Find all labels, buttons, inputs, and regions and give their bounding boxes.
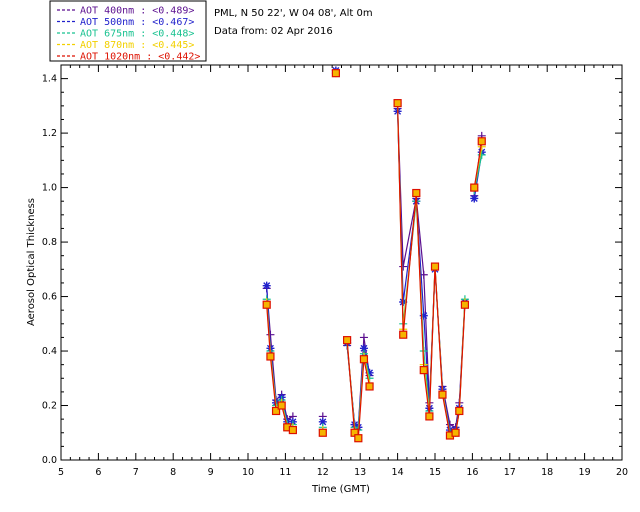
- data-point: [266, 352, 275, 361]
- x-tick-label: 8: [170, 467, 176, 478]
- x-tick-label: 18: [541, 467, 553, 478]
- x-tick-label: 12: [317, 467, 329, 478]
- x-tick-label: 7: [133, 467, 139, 478]
- y-tick-label: 0.2: [42, 401, 57, 412]
- y-tick-label: 0.4: [42, 346, 57, 357]
- series-group: [262, 69, 486, 437]
- y-tick-label: 1.2: [42, 128, 57, 139]
- data-point: [359, 333, 368, 342]
- data-point: [365, 368, 374, 377]
- plot-area-frame: [60, 64, 623, 461]
- data-point: [318, 417, 327, 426]
- data-point: [277, 401, 286, 410]
- data-point: [262, 281, 271, 290]
- info-block: PML, N 50 22', W 04 08', Alt 0m Data fro…: [214, 8, 373, 37]
- y-tick-label: 1.4: [42, 74, 57, 85]
- x-axis-title: Time (GMT): [311, 484, 370, 495]
- legend-entry: AOT 1020nm : <0.442>: [80, 52, 200, 63]
- data-point: [451, 428, 460, 437]
- data-point: [430, 262, 440, 271]
- y-tick-label: 1.0: [42, 183, 57, 194]
- data-point: [470, 183, 479, 192]
- data-point: [477, 137, 486, 146]
- data-point: [470, 194, 479, 203]
- data-point: [271, 406, 281, 416]
- axis-ticks: 5 6 7 8 9 10 11 12 13 14 15 16 17 18 19 20 0.0 0.2 0.4 0.6 0…: [42, 64, 628, 478]
- series-layer: [262, 66, 486, 443]
- series-group: [262, 69, 486, 443]
- legend-entry: AOT 400nm : <0.489>: [80, 6, 194, 17]
- legend-entry: AOT 870nm : <0.445>: [80, 40, 194, 51]
- series-group: [262, 66, 486, 435]
- legend: AOT 400nm : <0.489>AOT 500nm : <0.467>AO…: [49, 0, 207, 63]
- data-point: [399, 330, 408, 339]
- x-tick-label: 19: [579, 467, 591, 478]
- x-tick-label: 5: [58, 467, 64, 478]
- data-point: [412, 188, 421, 198]
- data-point: [455, 406, 464, 416]
- data-point: [359, 355, 369, 364]
- series-line: [473, 141, 483, 188]
- date-text: Data from: 02 Apr 2016: [214, 26, 333, 37]
- data-point: [460, 300, 470, 309]
- x-tick-label: 10: [242, 467, 254, 478]
- data-point: [419, 311, 428, 320]
- data-point: [318, 428, 327, 437]
- data-point: [359, 344, 368, 353]
- legend-box: [49, 0, 207, 62]
- location-text: PML, N 50 22', W 04 08', Alt 0m: [214, 8, 373, 19]
- x-tick-label: 13: [354, 467, 366, 478]
- data-point: [354, 434, 363, 443]
- data-point: [365, 382, 374, 391]
- data-point: [266, 330, 275, 339]
- legend-entry: AOT 500nm : <0.467>: [80, 17, 194, 28]
- data-point: [438, 390, 447, 399]
- x-tick-label: 16: [466, 467, 478, 478]
- y-tick-label: 0.8: [42, 237, 57, 248]
- data-point: [393, 99, 402, 108]
- y-tick-label: 0.6: [42, 292, 57, 303]
- series-group: [262, 66, 486, 432]
- y-axis-title: Aerosol Optical Thickness: [26, 198, 37, 326]
- x-tick-label: 6: [95, 467, 101, 478]
- x-tick-label: 14: [392, 467, 404, 478]
- data-point: [331, 69, 340, 78]
- data-point: [262, 300, 271, 309]
- data-point: [288, 425, 297, 435]
- data-point: [399, 262, 408, 271]
- legend-entry: AOT 675nm : <0.448>: [80, 29, 194, 40]
- x-tick-label: 17: [504, 467, 516, 478]
- y-tick-label: 0.0: [42, 455, 57, 466]
- data-point: [343, 336, 352, 345]
- x-tick-label: 9: [208, 467, 214, 478]
- x-tick-label: 20: [616, 467, 628, 478]
- x-tick-label: 11: [279, 467, 291, 478]
- series-group: [262, 69, 486, 440]
- data-point: [419, 366, 428, 375]
- data-point: [425, 412, 434, 421]
- x-tick-label: 15: [429, 467, 441, 478]
